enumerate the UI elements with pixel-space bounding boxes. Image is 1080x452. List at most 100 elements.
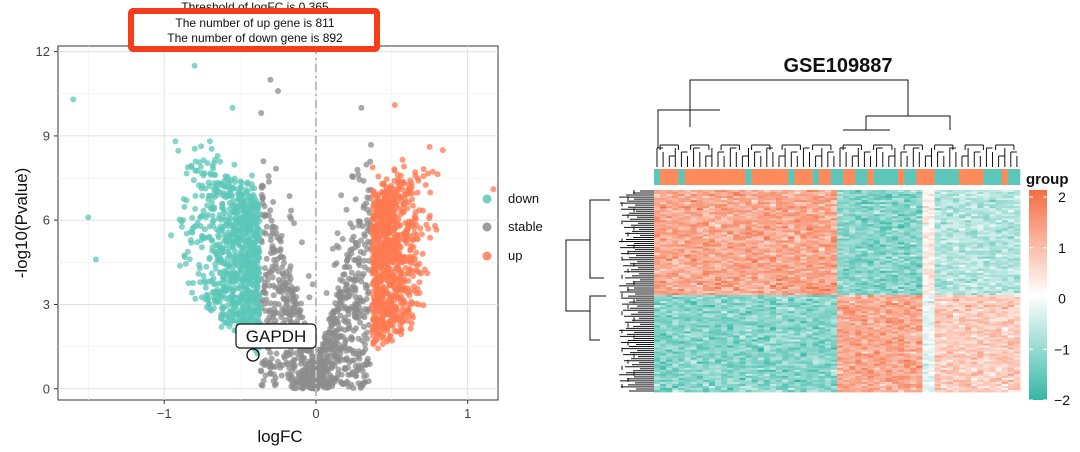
point-up [422, 181, 429, 188]
point-down [230, 185, 237, 192]
group-cell [946, 169, 954, 185]
point-stable [361, 257, 367, 264]
point-down [197, 163, 204, 170]
point-down [210, 275, 217, 282]
point-up [396, 244, 403, 251]
point-up [407, 325, 414, 332]
group-cell [867, 169, 874, 185]
point-stable [292, 378, 299, 385]
point-down [237, 282, 244, 289]
y-tick-label: 9 [43, 128, 50, 143]
point-stable [355, 260, 362, 267]
point-down [216, 211, 223, 218]
point-down [202, 284, 209, 291]
point-stable [334, 230, 341, 237]
point-stable [267, 300, 274, 307]
point-down [256, 265, 263, 271]
point-up [375, 173, 382, 180]
point-down [209, 205, 216, 212]
point-down [232, 252, 238, 259]
point-stable [278, 372, 285, 379]
point-down [197, 214, 204, 221]
point-down [227, 233, 234, 240]
point-down [202, 279, 209, 286]
point-up [427, 189, 434, 196]
point-stable [262, 372, 269, 379]
point-stable [333, 328, 340, 335]
point-down [209, 247, 216, 254]
dendrogram-branch [689, 79, 909, 127]
group-cell [660, 169, 667, 185]
point-down [241, 216, 248, 223]
group-cell [916, 169, 923, 185]
point-down [230, 197, 237, 204]
point-stable [279, 362, 286, 369]
point-down [198, 185, 205, 192]
point-stable [340, 271, 347, 278]
point-down [193, 222, 200, 229]
point-up [370, 338, 377, 345]
point-stable [335, 244, 342, 251]
point-stable [325, 329, 332, 336]
point-up [369, 316, 376, 323]
point-stable [347, 247, 354, 254]
point-stable [358, 278, 365, 285]
group-cell [824, 169, 832, 185]
point-down [256, 227, 263, 234]
point-down [219, 204, 226, 211]
point-stable [294, 309, 301, 316]
point-up [423, 221, 430, 228]
point-up [383, 325, 390, 332]
point-up [402, 237, 409, 244]
point-stable [330, 308, 337, 315]
point-stable [364, 355, 371, 362]
point-down [232, 179, 238, 185]
point-stable [350, 174, 357, 181]
point-stable [270, 282, 277, 289]
point-stable [352, 363, 359, 370]
point-stable [271, 305, 278, 312]
point-stable [354, 166, 361, 173]
point-stable [350, 385, 357, 392]
point-stable [340, 278, 346, 285]
point-stable [352, 293, 359, 300]
group-cell [794, 169, 801, 185]
point-stable [284, 290, 291, 297]
point-down [209, 163, 216, 169]
point-down [178, 223, 185, 230]
group-cell [983, 169, 990, 185]
point-up [373, 305, 380, 312]
point-stable [348, 336, 355, 343]
point-stable [287, 263, 294, 270]
point-stable [348, 357, 355, 364]
group-cell [934, 169, 941, 185]
group-cell [940, 169, 948, 185]
point-down [85, 214, 92, 221]
point-down [245, 236, 252, 243]
point-down [219, 224, 226, 231]
point-up [387, 191, 394, 198]
point-up [369, 205, 376, 212]
point-up [391, 225, 398, 232]
group-cell [812, 169, 819, 185]
point-down [70, 96, 77, 103]
point-up [377, 212, 384, 219]
point-down [223, 237, 229, 244]
point-stable [342, 319, 349, 326]
point-down [185, 280, 192, 287]
point-up [385, 336, 392, 343]
point-down [221, 319, 228, 326]
point-down [230, 276, 237, 283]
point-up [389, 206, 396, 213]
point-stable [337, 350, 344, 357]
point-down [206, 138, 213, 145]
group-cell [910, 169, 917, 185]
up-count-text: The number of up gene is 811 [175, 16, 335, 30]
point-stable [357, 298, 364, 305]
point-down [191, 62, 198, 69]
point-down [241, 210, 248, 217]
point-up [390, 278, 397, 285]
point-down [243, 190, 250, 197]
point-stable [306, 294, 313, 301]
point-down [254, 282, 261, 289]
